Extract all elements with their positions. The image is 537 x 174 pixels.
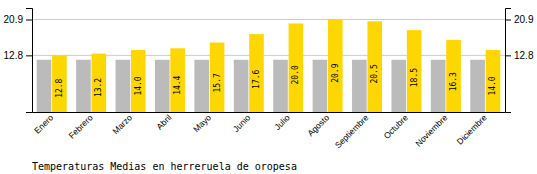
title: Temperaturas Medias en herreruela de oro… xyxy=(32,161,297,172)
y2-tick: 12.8 xyxy=(505,50,534,61)
bar xyxy=(249,34,264,112)
bar xyxy=(52,55,67,112)
x-tick-label: Septiembre xyxy=(333,112,371,150)
bar xyxy=(431,60,446,112)
x-tick: Diciembre xyxy=(455,112,489,146)
bar xyxy=(92,54,107,112)
y-axis-line xyxy=(26,9,33,113)
y-tick-label: 12.8 xyxy=(4,50,24,61)
data-label: 12.8 xyxy=(55,78,64,97)
x-tick-label: Febrero xyxy=(67,112,95,140)
bar xyxy=(367,21,382,112)
bar xyxy=(194,60,209,112)
data-label: 20.0 xyxy=(291,65,300,84)
bar xyxy=(446,40,461,112)
data-labels: 12.8 13.2 14.0 14.4 15.7 17.6 20.0 20.9 20.5 18.5… xyxy=(55,63,498,98)
y2-axis-line xyxy=(506,9,512,113)
data-label: 14.0 xyxy=(488,76,497,95)
x-tick: Mayo xyxy=(191,112,213,134)
x-tick-label: Marzo xyxy=(110,112,134,136)
x-tick: Septiembre xyxy=(333,112,371,150)
x-axis-line xyxy=(33,112,506,113)
bar xyxy=(407,30,422,112)
x-tick-label: Noviembre xyxy=(413,112,449,148)
data-label: 13.2 xyxy=(94,78,103,97)
bar xyxy=(313,60,328,112)
x-tick: Julio xyxy=(272,112,292,132)
bar xyxy=(273,60,288,112)
bar xyxy=(486,50,501,112)
data-label: 17.6 xyxy=(252,69,261,88)
bar xyxy=(116,60,131,112)
grid-line xyxy=(32,19,505,20)
bar xyxy=(210,43,225,112)
data-label: 20.5 xyxy=(370,64,379,83)
chart: 12.8 13.2 14.0 14.4 15.7 17.6 20.0 20.9 20.5 18.5… xyxy=(0,0,537,174)
x-tick-label: Agosto xyxy=(305,112,331,138)
x-tick-label: Octubre xyxy=(382,112,411,141)
bar xyxy=(391,60,406,112)
x-tick-label: Abril xyxy=(154,112,173,131)
bar xyxy=(234,60,249,112)
plot: 12.8 13.2 14.0 14.4 15.7 17.6 20.0 20.9 20.5 18.5… xyxy=(4,9,534,151)
bar xyxy=(131,50,146,112)
bar xyxy=(289,23,304,112)
x-tick: Febrero xyxy=(67,112,95,140)
y-tick-label: 20.9 xyxy=(4,14,24,25)
x-tick: Agosto xyxy=(305,112,331,138)
x-tick: Marzo xyxy=(110,112,134,136)
bar xyxy=(170,48,185,112)
x-tick: Junio xyxy=(231,112,253,134)
y2-tick-mark xyxy=(505,20,511,21)
bar xyxy=(37,60,52,112)
x-tick-label: Diciembre xyxy=(455,112,489,146)
y-tick: 20.9 xyxy=(4,14,32,25)
y-tick: 12.8 xyxy=(4,50,32,61)
x-tick-label: Mayo xyxy=(191,112,213,134)
y2-tick-label: 20.9 xyxy=(514,14,534,25)
x-tick: Abril xyxy=(154,112,173,131)
data-label: 16.3 xyxy=(449,72,458,91)
x-tick-label: Enero xyxy=(32,112,55,135)
y-axis: 12.8 20.9 xyxy=(4,9,33,113)
y2-axis: 12.8 20.9 xyxy=(505,9,534,113)
data-label: 14.4 xyxy=(173,75,182,94)
y-tick-mark xyxy=(26,55,32,56)
x-tick-label: Junio xyxy=(231,112,253,134)
grid xyxy=(32,20,505,56)
data-label: 18.5 xyxy=(410,68,419,87)
bar xyxy=(352,60,367,112)
bars xyxy=(37,20,501,112)
x-tick: Octubre xyxy=(382,112,411,141)
x-tick: Noviembre xyxy=(413,112,449,148)
data-label: 15.7 xyxy=(213,73,222,92)
bar xyxy=(328,20,343,112)
y2-tick: 20.9 xyxy=(505,14,534,25)
bar xyxy=(155,60,170,112)
y2-tick-mark xyxy=(505,55,511,56)
bar xyxy=(76,60,91,112)
x-tick: Enero xyxy=(32,112,55,135)
x-tick-label: Julio xyxy=(272,112,292,132)
data-label: 14.0 xyxy=(134,76,143,95)
series xyxy=(52,20,500,112)
bar xyxy=(470,60,485,112)
x-axis: Enero Febrero Marzo Abril Mayo Junio Julio Agos… xyxy=(32,112,505,150)
y-tick-mark xyxy=(26,20,32,21)
y2-tick-label: 12.8 xyxy=(514,50,534,61)
data-label: 20.9 xyxy=(331,63,340,82)
